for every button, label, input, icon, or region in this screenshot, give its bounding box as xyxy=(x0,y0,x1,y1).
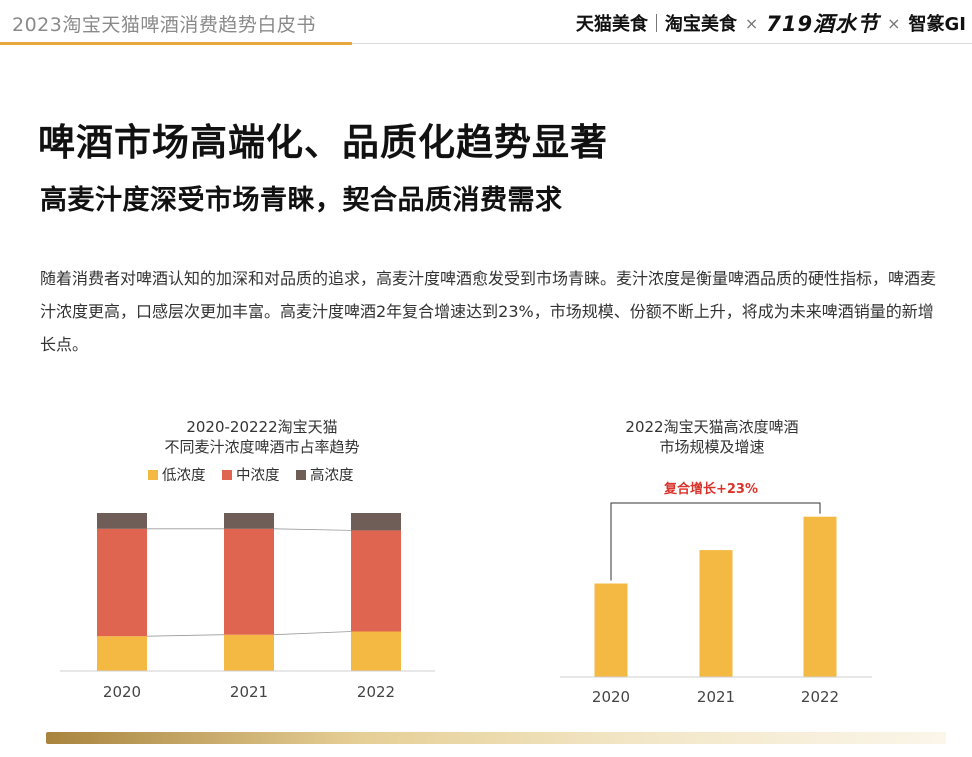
brand-divider xyxy=(655,14,657,32)
chart1-title-line1: 2020-20222淘宝天猫 xyxy=(186,418,337,436)
x-tick-2021: 2021 xyxy=(697,688,735,706)
bar-2021 xyxy=(699,550,733,677)
cagr-annotation: 复合增长+23% xyxy=(663,481,758,497)
bar-2022-series-3 xyxy=(351,513,401,531)
footer-gradient-bar xyxy=(46,732,946,744)
page-subheadline: 高麦汁度深受市场青睐，契合品质消费需求 xyxy=(40,185,563,216)
connector-line xyxy=(273,528,352,531)
market-size-chart: 2022淘宝天猫高浓度啤酒 市场规模及增速 复合增长+23% 2020 2021 2… xyxy=(560,418,872,706)
legend-label-1: 低浓度 xyxy=(162,467,206,484)
chart2-x-axis: 2020 2021 2022 xyxy=(592,688,839,706)
chart2-title-line1: 2022淘宝天猫高浓度啤酒 xyxy=(625,418,798,436)
legend-swatch-3 xyxy=(296,470,306,480)
bar-2022 xyxy=(803,516,837,677)
brand-tmall-food: 天猫美食 xyxy=(575,14,648,35)
bar-2022-series-1 xyxy=(351,631,401,671)
header-divider xyxy=(352,43,972,44)
x-tick-2022: 2022 xyxy=(801,688,839,706)
legend-swatch-1 xyxy=(148,470,158,480)
title-underline xyxy=(0,42,352,45)
document-title: 2023淘宝天猫啤酒消费趋势白皮书 xyxy=(12,14,316,36)
bar-2020-series-2 xyxy=(97,528,147,637)
legend-label-2: 中浓度 xyxy=(236,467,280,484)
bar-2020 xyxy=(594,583,628,677)
brand-separator: × xyxy=(887,13,901,33)
cagr-bracket-line xyxy=(610,502,821,581)
chart1-connectors xyxy=(146,528,352,637)
chart2-title-line2: 市场规模及增速 xyxy=(659,438,764,456)
x-tick-2022: 2022 xyxy=(357,683,395,701)
bar-2022-series-2 xyxy=(351,530,401,632)
share-trend-chart: 2020-20222淘宝天猫 不同麦汁浓度啤酒市占率趋势 低浓度 中浓度 高浓度 2… xyxy=(60,418,435,701)
chart1-bars xyxy=(97,513,401,671)
brand-taobao-food: 淘宝美食 xyxy=(664,14,737,35)
bar-2021-series-3 xyxy=(224,513,274,529)
legend-swatch-2 xyxy=(222,470,232,480)
x-tick-2021: 2021 xyxy=(230,683,268,701)
connector-line xyxy=(146,634,225,637)
legend-label-3: 高浓度 xyxy=(310,467,354,484)
bar-2020-series-1 xyxy=(97,636,147,671)
brand-gi: 智篆GI xyxy=(908,14,966,35)
chart1-legend: 低浓度 中浓度 高浓度 xyxy=(148,467,354,484)
bar-2021-series-1 xyxy=(224,634,274,671)
x-tick-2020: 2020 xyxy=(103,683,141,701)
chart1-x-axis: 2020 2021 2022 xyxy=(103,683,395,701)
brand-separator: × xyxy=(744,13,759,33)
chart2-bars xyxy=(594,516,837,677)
brand-logos: 天猫美食 淘宝美食 × 719酒水节 × 智篆GI xyxy=(576,8,966,38)
brand-719-festival: 719酒水节 xyxy=(766,12,880,36)
cagr-bracket xyxy=(610,502,821,581)
header: 2023淘宝天猫啤酒消费趋势白皮书 天猫美食 淘宝美食 × 719酒水节 × 智… xyxy=(0,0,972,48)
body-paragraph: 随着消费者对啤酒认知的加深和对品质的追求，高麦汁度啤酒愈发受到市场青睐。麦汁浓度… xyxy=(40,269,937,354)
connector-line xyxy=(273,631,352,636)
x-tick-2020: 2020 xyxy=(592,688,630,706)
page-headline: 啤酒市场高端化、品质化趋势显著 xyxy=(38,121,608,164)
bar-2021-series-2 xyxy=(224,528,274,635)
bar-2020-series-3 xyxy=(97,513,147,529)
chart1-title-line2: 不同麦汁浓度啤酒市占率趋势 xyxy=(164,438,359,456)
